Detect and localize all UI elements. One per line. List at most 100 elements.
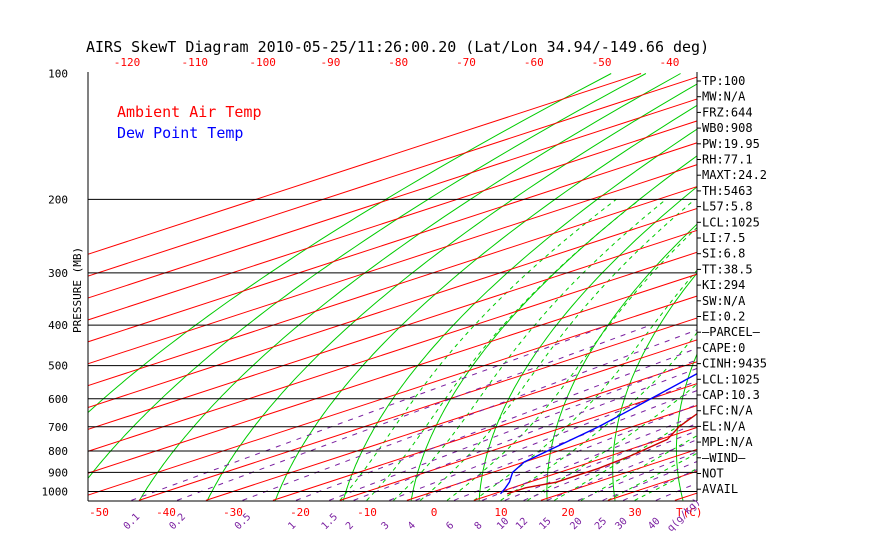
pressure-tick-label: 900 — [48, 466, 68, 479]
isotherm-line — [88, 273, 697, 474]
temperature-tick-label: -30 — [223, 506, 243, 519]
mixing-ratio-tick-label: 6 — [444, 520, 456, 532]
temperature-tick-label: -10 — [357, 506, 377, 519]
mixing-ratio-line — [176, 324, 651, 501]
isotherm-line — [88, 186, 697, 387]
mixing-ratio-line — [353, 367, 697, 501]
dry-adiabat-line — [546, 223, 697, 501]
mixing-ratio-tick-label: 40 — [646, 516, 662, 532]
isotherm-line — [88, 73, 642, 255]
mixing-ratio-tick-label: 0.1 — [122, 512, 143, 533]
moist-adiabat-line — [634, 468, 697, 501]
pressure-tick-label: 800 — [48, 445, 68, 458]
pressure-tick-label: 700 — [48, 421, 68, 434]
dry-adiabat-line — [138, 73, 681, 501]
top-temperature-tick-label: -70 — [456, 56, 476, 69]
mixing-ratio-lines — [131, 324, 697, 501]
dry-adiabat-line — [856, 74, 870, 501]
temperature-unit-label: T(C) — [676, 506, 703, 519]
mixing-ratio-tick-label: 15 — [537, 516, 553, 532]
index-item: EI:0.2 — [702, 310, 745, 324]
legend-item-temperature: Ambient Air Temp — [117, 103, 262, 121]
top-temperature-tick-label: -50 — [592, 56, 612, 69]
temperature-tick-label: -20 — [290, 506, 310, 519]
isotherm-line — [205, 339, 697, 501]
top-temperature-tick-label: -110 — [182, 56, 209, 69]
index-item: CAP:10.3 — [702, 388, 760, 402]
mixing-ratio-line — [523, 430, 697, 501]
mixing-ratio-tick-label: 8 — [473, 520, 485, 532]
isotherm-line — [88, 120, 697, 321]
isotherm-line — [138, 317, 697, 501]
index-item: FRZ:644 — [702, 105, 753, 119]
dry-adiabat-line — [478, 186, 697, 501]
moist-adiabat-line — [446, 226, 697, 501]
index-item: EL:N/A — [702, 419, 746, 433]
isotherm-line — [88, 295, 697, 496]
dry-adiabat-line — [798, 74, 870, 501]
dry-adiabat-line — [612, 272, 697, 501]
index-item: AVAIL — [702, 482, 738, 496]
pressure-tick-label: 1000 — [42, 486, 69, 499]
chart-title: AIRS SkewT Diagram 2010-05-25/11:26:00.2… — [86, 38, 709, 56]
isotherm-line — [88, 207, 697, 409]
moist-adiabat-line — [527, 383, 697, 501]
pressure-tick-label: 500 — [48, 360, 68, 373]
mixing-ratio-tick-label: 12 — [514, 516, 530, 532]
isotherm-line — [272, 361, 697, 501]
dry-adiabat-line — [88, 73, 612, 414]
mixing-ratio-tick-label: 1 — [286, 520, 298, 532]
pressure-tick-label: 200 — [48, 193, 68, 206]
moist-adiabat-line — [339, 198, 617, 501]
moist-adiabat-line — [393, 198, 667, 501]
dewpoint-profile-line — [499, 372, 697, 495]
index-item: WB0:908 — [702, 121, 753, 135]
index-item: KI:294 — [702, 278, 745, 292]
mixing-ratio-tick-label: 1.5 — [320, 512, 341, 533]
mixing-ratio-axis: 0.1 0.2 0.5 1 1.5 2 3 4 6 8 10 12 15 20 25 30 40 — [122, 512, 663, 533]
sounding-series — [499, 372, 697, 495]
temperature-tick-label: -40 — [156, 506, 176, 519]
index-item: LCL:1025 — [702, 372, 760, 386]
mixing-ratio-line — [295, 347, 697, 501]
isotherm-line — [742, 74, 870, 501]
index-item: MPL:N/A — [702, 435, 753, 449]
pressure-tick-label: 600 — [48, 393, 68, 406]
temperature-tick-label: -50 — [89, 506, 109, 519]
temperature-tick-label: 30 — [628, 506, 641, 519]
isotherm-line — [88, 229, 697, 430]
dry-adiabat-line — [342, 128, 697, 501]
isotherm-line — [88, 76, 697, 277]
isotherm-line — [88, 142, 697, 343]
index-item: NOT — [702, 467, 724, 481]
isotherm-line — [88, 164, 697, 365]
index-item: CINH:9435 — [702, 357, 767, 371]
index-item: —WIND— — [702, 451, 746, 465]
top-temperature-tick-label: -40 — [659, 56, 679, 69]
temperature-tick-label: 20 — [561, 506, 574, 519]
top-temperature-tick-label: -90 — [320, 56, 340, 69]
mixing-ratio-tick-label: 25 — [593, 516, 609, 532]
dry-adiabat-line — [675, 352, 697, 501]
index-item: MW:N/A — [702, 90, 746, 104]
dry-adiabat-line — [274, 104, 697, 501]
dry-adiabat-line — [88, 73, 647, 479]
mixing-ratio-tick-label: 3 — [380, 520, 392, 532]
mixing-ratio-line — [389, 380, 697, 501]
index-item: PW:19.95 — [702, 137, 760, 151]
top-temperature-tick-label: -60 — [524, 56, 544, 69]
dry-adiabat-line — [206, 83, 697, 501]
legend: Ambient Air Temp Dew Point Temp — [117, 103, 262, 142]
top-temperature-tick-label: -100 — [249, 56, 276, 69]
legend-item-dewpoint: Dew Point Temp — [117, 124, 243, 142]
index-item: TH:5463 — [702, 184, 753, 198]
bottom-temperature-axis: -50 -40 -30 -20 -10 0 10 20 30 — [89, 506, 642, 519]
y-axis-label: PRESSURE (MB) — [71, 247, 84, 333]
index-item: RH:77.1 — [702, 153, 753, 167]
moist-adiabat-line — [366, 198, 641, 501]
index-item: CAPE:0 — [702, 341, 745, 355]
temperature-tick-label: 0 — [431, 506, 438, 519]
pressure-tick-label: 100 — [48, 68, 68, 81]
moist-adiabat-line — [473, 269, 697, 501]
index-item: LI:7.5 — [702, 231, 745, 245]
